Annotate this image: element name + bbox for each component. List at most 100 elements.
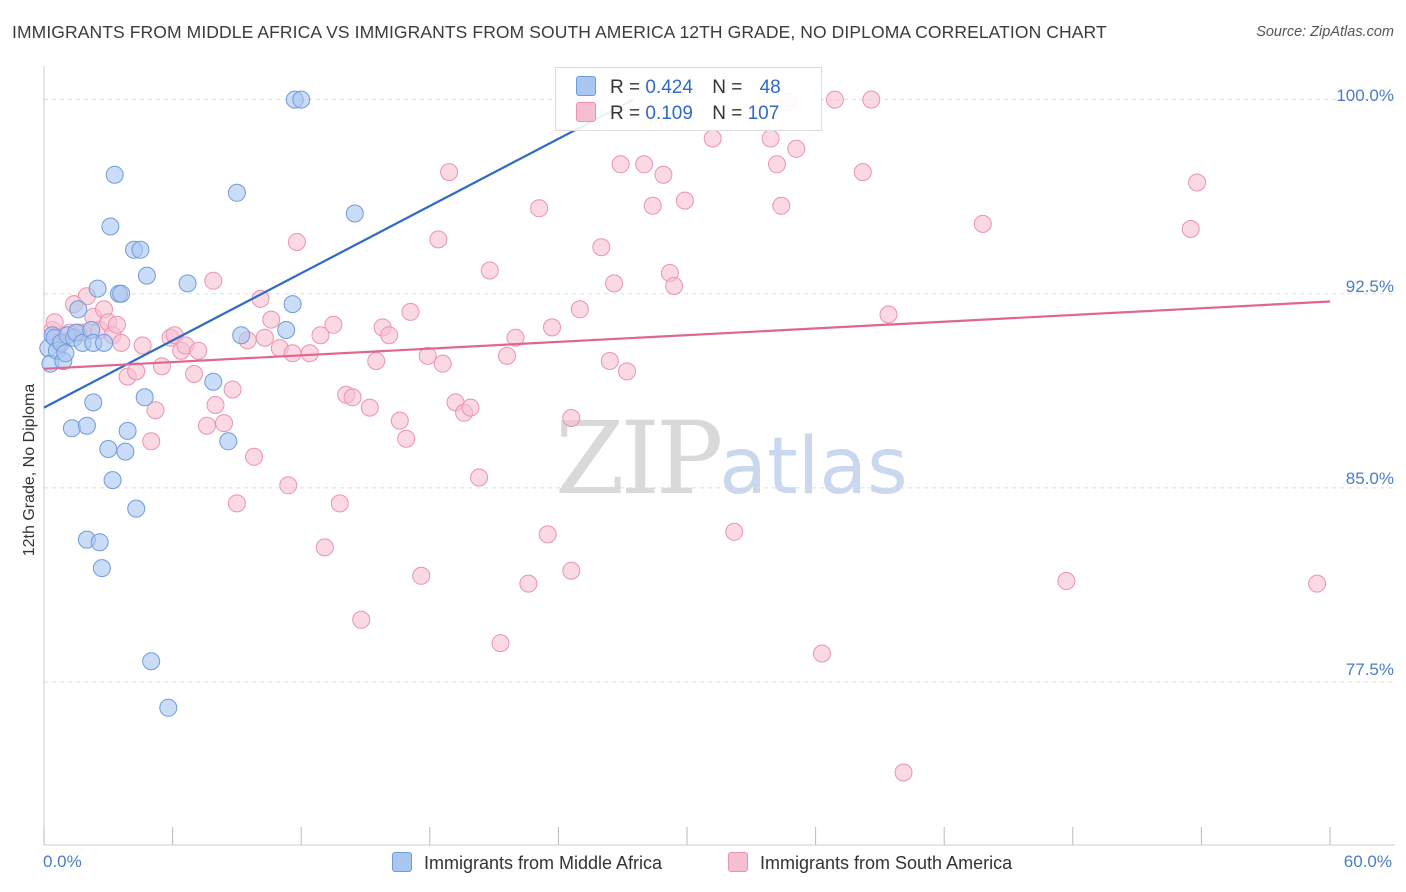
middle-africa-point	[142, 652, 161, 671]
south-america-point	[433, 354, 452, 373]
south-america-point	[300, 344, 319, 363]
middle-africa-point	[77, 416, 96, 435]
south-america-point	[146, 401, 165, 420]
south-america-point	[1308, 574, 1327, 593]
south-america-point	[262, 310, 281, 329]
south-america-point	[255, 328, 274, 347]
south-america-point	[315, 538, 334, 557]
south-america-point	[973, 214, 992, 233]
middle-africa-point	[127, 499, 146, 518]
watermark: ZIPatlas	[555, 400, 908, 517]
middle-africa-point	[178, 274, 197, 293]
middle-africa-point	[92, 559, 111, 578]
south-america-point	[562, 561, 581, 580]
south-america-point	[440, 163, 459, 182]
south-america-point	[635, 155, 654, 174]
middle-africa-point	[159, 698, 178, 717]
south-america-point	[283, 344, 302, 363]
legend-r-label: R =	[610, 103, 641, 124]
legend-swatch-pink	[576, 102, 596, 122]
y-tick-label: 85.0%	[1345, 469, 1394, 488]
middle-africa-point	[116, 442, 135, 461]
middle-africa-point	[227, 183, 246, 202]
middle-africa-point	[56, 344, 75, 363]
y-tick-label: 92.5%	[1345, 277, 1394, 296]
south-america-point	[725, 522, 744, 541]
south-america-point	[107, 315, 126, 334]
middle-africa-point	[204, 372, 223, 391]
south-america-point	[480, 261, 499, 280]
watermark-atlas: atlas	[719, 422, 908, 512]
south-america-point	[112, 333, 131, 352]
south-america-point	[360, 398, 379, 417]
south-america-point	[772, 196, 791, 215]
south-america-point	[470, 468, 489, 487]
south-america-point	[562, 409, 581, 427]
south-america-point	[491, 634, 510, 653]
south-america-point	[204, 271, 223, 290]
south-america-point	[311, 326, 330, 345]
south-america-point	[367, 352, 386, 370]
south-america-point	[287, 233, 306, 251]
south-america-point	[654, 165, 673, 184]
south-america-point	[787, 139, 806, 158]
middle-africa-point	[118, 421, 137, 440]
bottom-legend-middle-africa: Immigrants from Middle Africa	[392, 852, 662, 874]
middle-africa-point	[277, 321, 296, 339]
south-america-point	[543, 318, 561, 337]
bottom-legend-label: Immigrants from South America	[760, 853, 1013, 873]
south-america-trendline	[43, 300, 1331, 370]
south-america-point	[412, 566, 431, 585]
south-america-point	[761, 129, 780, 148]
south-america-point	[862, 90, 881, 109]
middle-africa-point	[95, 333, 113, 352]
chart-title: IMMIGRANTS FROM MIDDLE AFRICA VS IMMIGRA…	[12, 22, 1107, 42]
middle-africa-point	[112, 284, 131, 303]
south-america-point	[611, 155, 630, 174]
y-tick-label: 77.5%	[1345, 660, 1394, 679]
middle-africa-point	[84, 393, 103, 412]
legend-swatch-blue	[576, 76, 596, 96]
legend-n-value: 48	[759, 77, 781, 98]
south-america-point	[703, 129, 722, 148]
south-america-point	[189, 341, 208, 360]
south-america-point	[643, 196, 662, 215]
south-america-point	[197, 416, 216, 435]
watermark-zip: ZIP	[555, 400, 723, 517]
south-america-point	[223, 380, 242, 399]
south-america-point	[206, 396, 225, 414]
middle-africa-point	[99, 440, 118, 458]
legend-row-middle-africa: R = 0.424 N = 48	[576, 76, 781, 99]
south-america-point	[215, 414, 233, 433]
south-america-point	[429, 230, 448, 249]
middle-africa-point	[135, 388, 154, 407]
south-america-point	[605, 274, 624, 293]
legend-r-value: 0.424	[645, 77, 693, 98]
south-america-point	[330, 494, 349, 513]
chart-source: Source: ZipAtlas.com	[1256, 24, 1394, 40]
middle-africa-point	[292, 90, 311, 109]
south-america-point	[245, 447, 263, 466]
bottom-legend-swatch-blue	[392, 852, 412, 872]
x-tick-label: 60.0%	[1343, 852, 1392, 871]
middle-africa-point	[101, 217, 120, 236]
south-america-point	[768, 155, 786, 174]
south-america-point	[1057, 572, 1076, 590]
south-america-point	[390, 411, 409, 430]
legend-r-label: R =	[610, 77, 641, 98]
y-axis-label: 12th Grade, No Diploma	[21, 383, 38, 557]
legend-n-value: 107	[747, 103, 780, 124]
south-america-point	[397, 429, 416, 448]
y-tick-label: 100.0%	[1336, 86, 1394, 105]
south-america-point	[227, 494, 246, 513]
south-america-point	[418, 346, 437, 365]
middle-africa-point	[88, 279, 107, 298]
middle-africa-point	[131, 240, 150, 259]
south-america-point	[825, 90, 844, 109]
south-america-point	[570, 300, 589, 319]
south-america-point	[279, 476, 298, 495]
south-america-point	[352, 610, 371, 629]
middle-africa-trendline	[43, 98, 634, 409]
bottom-legend-swatch-pink	[728, 852, 748, 872]
